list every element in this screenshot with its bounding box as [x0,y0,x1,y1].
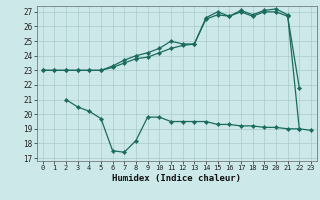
X-axis label: Humidex (Indice chaleur): Humidex (Indice chaleur) [112,174,241,183]
